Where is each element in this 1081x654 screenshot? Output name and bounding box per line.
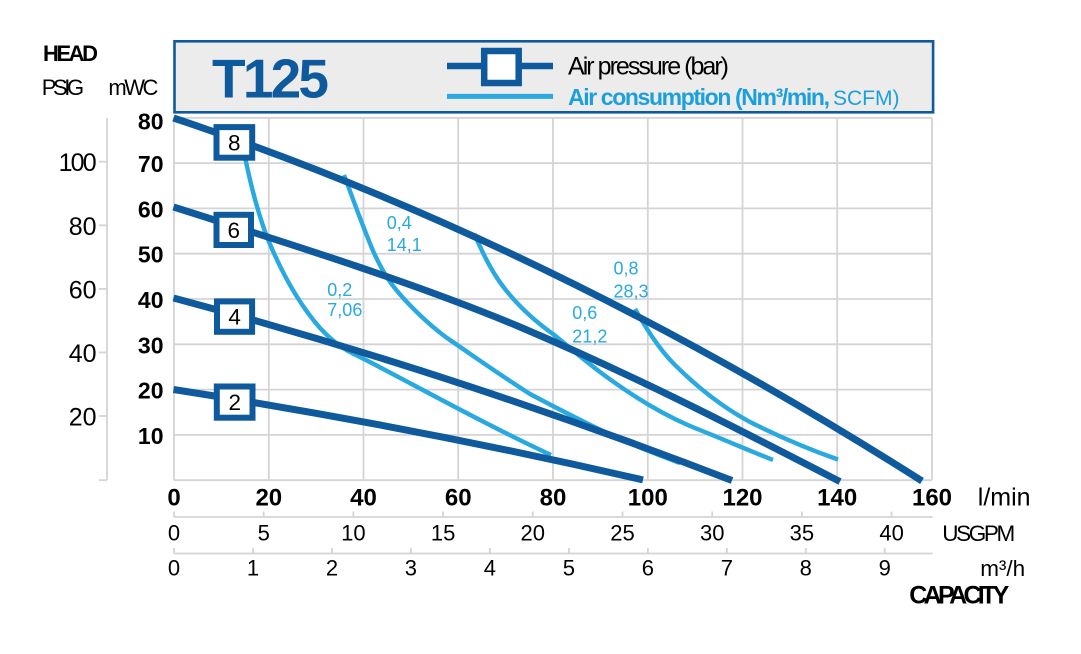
svg-text:40: 40 xyxy=(350,485,377,512)
svg-text:10: 10 xyxy=(138,423,164,449)
svg-text:mWC: mWC xyxy=(108,75,158,100)
svg-text:35: 35 xyxy=(790,521,814,546)
svg-text:50: 50 xyxy=(138,242,164,268)
svg-text:6: 6 xyxy=(642,556,654,581)
svg-text:9: 9 xyxy=(879,556,891,581)
svg-text:0: 0 xyxy=(168,521,180,546)
svg-text:Air pressure (bar): Air pressure (bar) xyxy=(568,53,729,81)
svg-text:40: 40 xyxy=(879,521,903,546)
svg-text:4: 4 xyxy=(228,305,241,330)
svg-text:3: 3 xyxy=(405,556,417,581)
svg-text:0: 0 xyxy=(168,556,180,581)
svg-text:15: 15 xyxy=(431,521,455,546)
svg-text:5: 5 xyxy=(258,521,270,546)
svg-text:30: 30 xyxy=(138,332,164,358)
svg-text:5: 5 xyxy=(563,556,575,581)
svg-text:m³/h: m³/h xyxy=(980,556,1025,581)
svg-text:1: 1 xyxy=(247,556,259,581)
svg-text:T125: T125 xyxy=(212,47,329,109)
svg-text:28,3: 28,3 xyxy=(614,281,649,301)
svg-text:14,1: 14,1 xyxy=(387,235,422,255)
svg-text:USGPM: USGPM xyxy=(942,521,1015,546)
svg-text:25: 25 xyxy=(610,521,634,546)
svg-text:60: 60 xyxy=(69,276,97,304)
svg-text:0: 0 xyxy=(167,485,180,512)
svg-text:HEAD: HEAD xyxy=(43,41,98,66)
svg-text:2: 2 xyxy=(326,556,338,581)
svg-text:100: 100 xyxy=(59,149,97,177)
svg-text:20: 20 xyxy=(255,485,282,512)
svg-text:20: 20 xyxy=(69,404,97,432)
svg-text:2: 2 xyxy=(228,390,241,415)
svg-text:40: 40 xyxy=(69,340,97,368)
svg-text:100: 100 xyxy=(628,485,668,512)
svg-text:4: 4 xyxy=(484,556,496,581)
svg-text:l/min: l/min xyxy=(978,484,1031,512)
svg-text:CAPACITY: CAPACITY xyxy=(909,581,1009,609)
svg-text:60: 60 xyxy=(138,196,164,222)
svg-text:7: 7 xyxy=(721,556,733,581)
svg-text:140: 140 xyxy=(817,485,857,512)
svg-text:SCFM): SCFM) xyxy=(833,87,900,110)
svg-text:20: 20 xyxy=(521,521,545,546)
svg-text:0,8: 0,8 xyxy=(614,259,639,279)
svg-text:Air consumption (Nm³/min,: Air consumption (Nm³/min, xyxy=(568,84,830,110)
svg-text:70: 70 xyxy=(138,151,164,177)
svg-text:30: 30 xyxy=(700,521,724,546)
svg-text:0,4: 0,4 xyxy=(387,213,412,233)
svg-text:80: 80 xyxy=(540,485,567,512)
svg-text:21,2: 21,2 xyxy=(572,327,607,347)
svg-text:0,6: 0,6 xyxy=(572,303,597,323)
svg-text:80: 80 xyxy=(138,109,164,135)
svg-text:PSIG: PSIG xyxy=(42,75,84,100)
svg-text:10: 10 xyxy=(341,521,365,546)
svg-text:60: 60 xyxy=(445,485,472,512)
svg-text:40: 40 xyxy=(138,287,164,313)
svg-text:8: 8 xyxy=(800,556,812,581)
svg-text:20: 20 xyxy=(138,378,164,404)
svg-text:160: 160 xyxy=(912,485,952,512)
svg-text:8: 8 xyxy=(228,130,241,155)
svg-text:80: 80 xyxy=(69,213,97,241)
svg-text:0,2: 0,2 xyxy=(327,280,352,300)
svg-text:7,06: 7,06 xyxy=(327,300,362,320)
svg-text:120: 120 xyxy=(722,485,762,512)
svg-text:6: 6 xyxy=(228,218,241,243)
